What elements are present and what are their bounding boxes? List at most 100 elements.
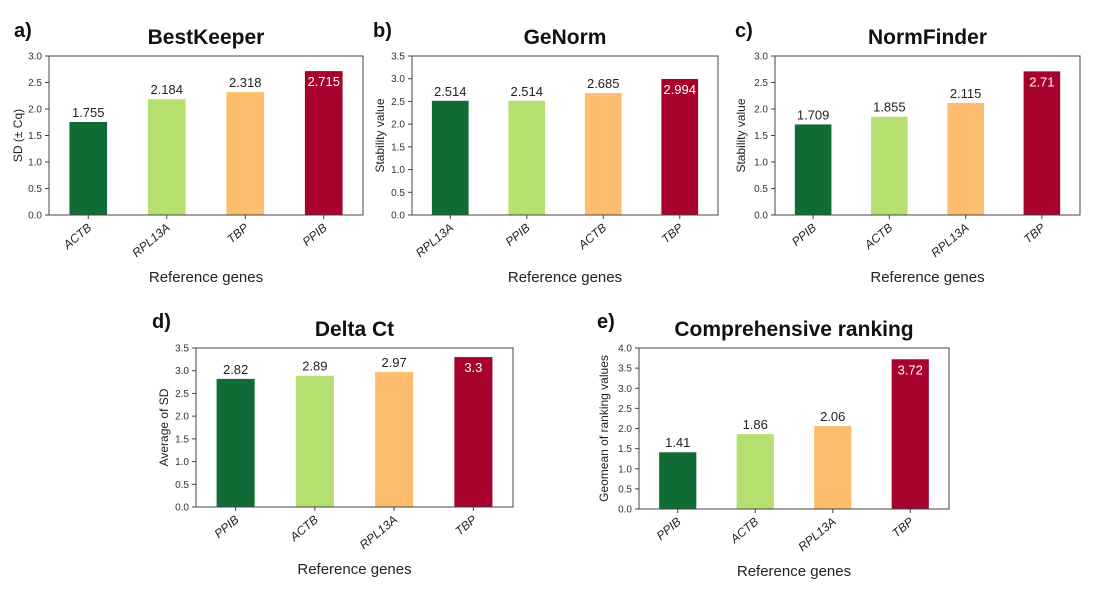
data-label: 3.72: [898, 362, 923, 377]
y-axis-title: Average of SD: [157, 388, 171, 466]
y-tick-label: 2.5: [754, 78, 768, 89]
x-axis-title: Reference genes: [149, 269, 263, 286]
y-tick-label: 1.0: [175, 457, 189, 468]
y-tick-label: 1.5: [618, 444, 632, 455]
plot-frame: [638, 347, 950, 510]
x-category-label: TBP: [1021, 221, 1048, 247]
data-label: 2.82: [223, 362, 248, 377]
chart-title: GeNorm: [524, 26, 607, 49]
x-category-label: ACTB: [60, 221, 94, 253]
y-tick-label: 2.0: [391, 120, 405, 131]
x-axis-title: Reference genes: [737, 563, 851, 580]
bar-rpl13a: [375, 372, 414, 507]
bar-ppib: [216, 378, 255, 507]
x-category-label: PPIB: [212, 513, 242, 541]
y-tick-label: 0.5: [175, 480, 189, 491]
bar-actb: [295, 375, 334, 507]
chart-title: Delta Ct: [315, 318, 394, 341]
data-label: 1.86: [743, 417, 768, 432]
panel-label: d): [152, 311, 171, 333]
data-label: 2.715: [307, 74, 340, 89]
bar-actb: [736, 434, 774, 509]
data-label: 2.514: [510, 84, 543, 99]
plot-frame: [195, 347, 514, 508]
data-label: 1.855: [873, 100, 906, 115]
y-tick-label: 2.5: [391, 97, 405, 108]
y-tick-label: 3.5: [618, 364, 632, 375]
panel-label: e): [597, 311, 615, 333]
y-tick-label: 3.5: [391, 52, 405, 63]
y-axis-title: Geomean of ranking values: [597, 355, 611, 502]
y-tick-label: 3.0: [175, 366, 189, 377]
x-category-label: ACTB: [575, 221, 609, 253]
bar-tbp: [891, 359, 929, 509]
panel-label: c): [735, 20, 753, 42]
bar-tbp: [454, 357, 493, 507]
x-category-label: ACTB: [861, 221, 895, 253]
bar-ppib: [304, 71, 343, 215]
data-label: 2.994: [663, 82, 696, 97]
bar-rpl13a: [947, 102, 984, 215]
y-tick-label: 1.5: [28, 131, 42, 142]
y-tick-label: 4.0: [618, 344, 632, 355]
y-tick-label: 0.5: [391, 188, 405, 199]
plot-frame: [774, 55, 1081, 216]
y-axis-title: SD (± Cq): [11, 109, 25, 162]
x-axis-title: Reference genes: [508, 269, 622, 286]
y-tick-label: 0.0: [28, 211, 42, 222]
bar-actb: [584, 93, 622, 215]
bar-rpl13a: [147, 99, 186, 215]
y-tick-label: 2.0: [175, 412, 189, 423]
y-tick-label: 2.5: [175, 389, 189, 400]
x-category-label: RPL13A: [928, 221, 971, 260]
y-tick-label: 3.0: [391, 74, 405, 85]
y-tick-label: 3.0: [28, 52, 42, 63]
chart-panel-5: e) Comprehensive ranking 0.0 0.5 1.0 1.5 2.0 2.…: [597, 311, 950, 580]
y-tick-label: 0.5: [754, 184, 768, 195]
y-tick-label: 1.0: [28, 158, 42, 169]
bar-actb: [69, 121, 108, 215]
x-axis-title: Reference genes: [870, 269, 984, 286]
panel-label: a): [14, 20, 32, 42]
y-tick-label: 2.0: [618, 424, 632, 435]
y-tick-label: 0.0: [175, 503, 189, 514]
y-tick-label: 1.0: [618, 464, 632, 475]
chart-panel-4: d) Delta Ct 0.0 0.5 1.0 1.5 2.0 2.5 3.0 3.5 Averag…: [152, 311, 514, 578]
x-category-label: TBP: [889, 515, 916, 541]
plot-frame: [48, 55, 364, 216]
y-tick-label: 0.0: [618, 505, 632, 516]
y-tick-label: 0.0: [391, 211, 405, 222]
x-category-label: ACTB: [727, 515, 761, 547]
y-tick-label: 2.5: [618, 404, 632, 415]
x-category-label: TBP: [224, 221, 251, 247]
bar-tbp: [1023, 71, 1061, 216]
bar-actb: [871, 116, 908, 215]
data-label: 2.97: [381, 355, 406, 370]
x-category-label: TBP: [452, 513, 479, 539]
bar-ppib: [508, 100, 546, 215]
y-axis-title: Stability value: [373, 98, 387, 172]
x-category-label: ACTB: [287, 513, 321, 545]
data-label: 2.71: [1029, 74, 1054, 89]
x-category-label: PPIB: [300, 221, 330, 249]
data-label: 2.685: [587, 76, 620, 91]
chart-panel-3: c) NormFinder 0.0 0.5 1.0 1.5 2.0 2.5 3.0 Stabili…: [734, 20, 1081, 286]
data-label: 1.755: [72, 105, 105, 120]
x-category-label: RPL13A: [413, 221, 456, 260]
y-tick-label: 1.0: [754, 158, 768, 169]
x-category-label: PPIB: [503, 221, 533, 249]
x-axis-title: Reference genes: [297, 561, 411, 578]
bar-tbp: [661, 78, 699, 216]
y-tick-label: 1.5: [754, 131, 768, 142]
y-tick-label: 3.0: [754, 52, 768, 63]
data-label: 1.41: [665, 435, 690, 450]
plot-frame: [411, 55, 719, 216]
y-tick-label: 2.0: [754, 105, 768, 116]
x-category-label: PPIB: [654, 515, 684, 543]
y-tick-label: 1.0: [391, 165, 405, 176]
chart-panel-1: a) BestKeeper 0.0 0.5 1.0 1.5 2.0 2.5 3.0 SD (± C…: [11, 20, 364, 286]
bar-rpl13a: [814, 426, 852, 509]
panel-label: b): [373, 20, 392, 42]
bar-ppib: [794, 124, 832, 215]
